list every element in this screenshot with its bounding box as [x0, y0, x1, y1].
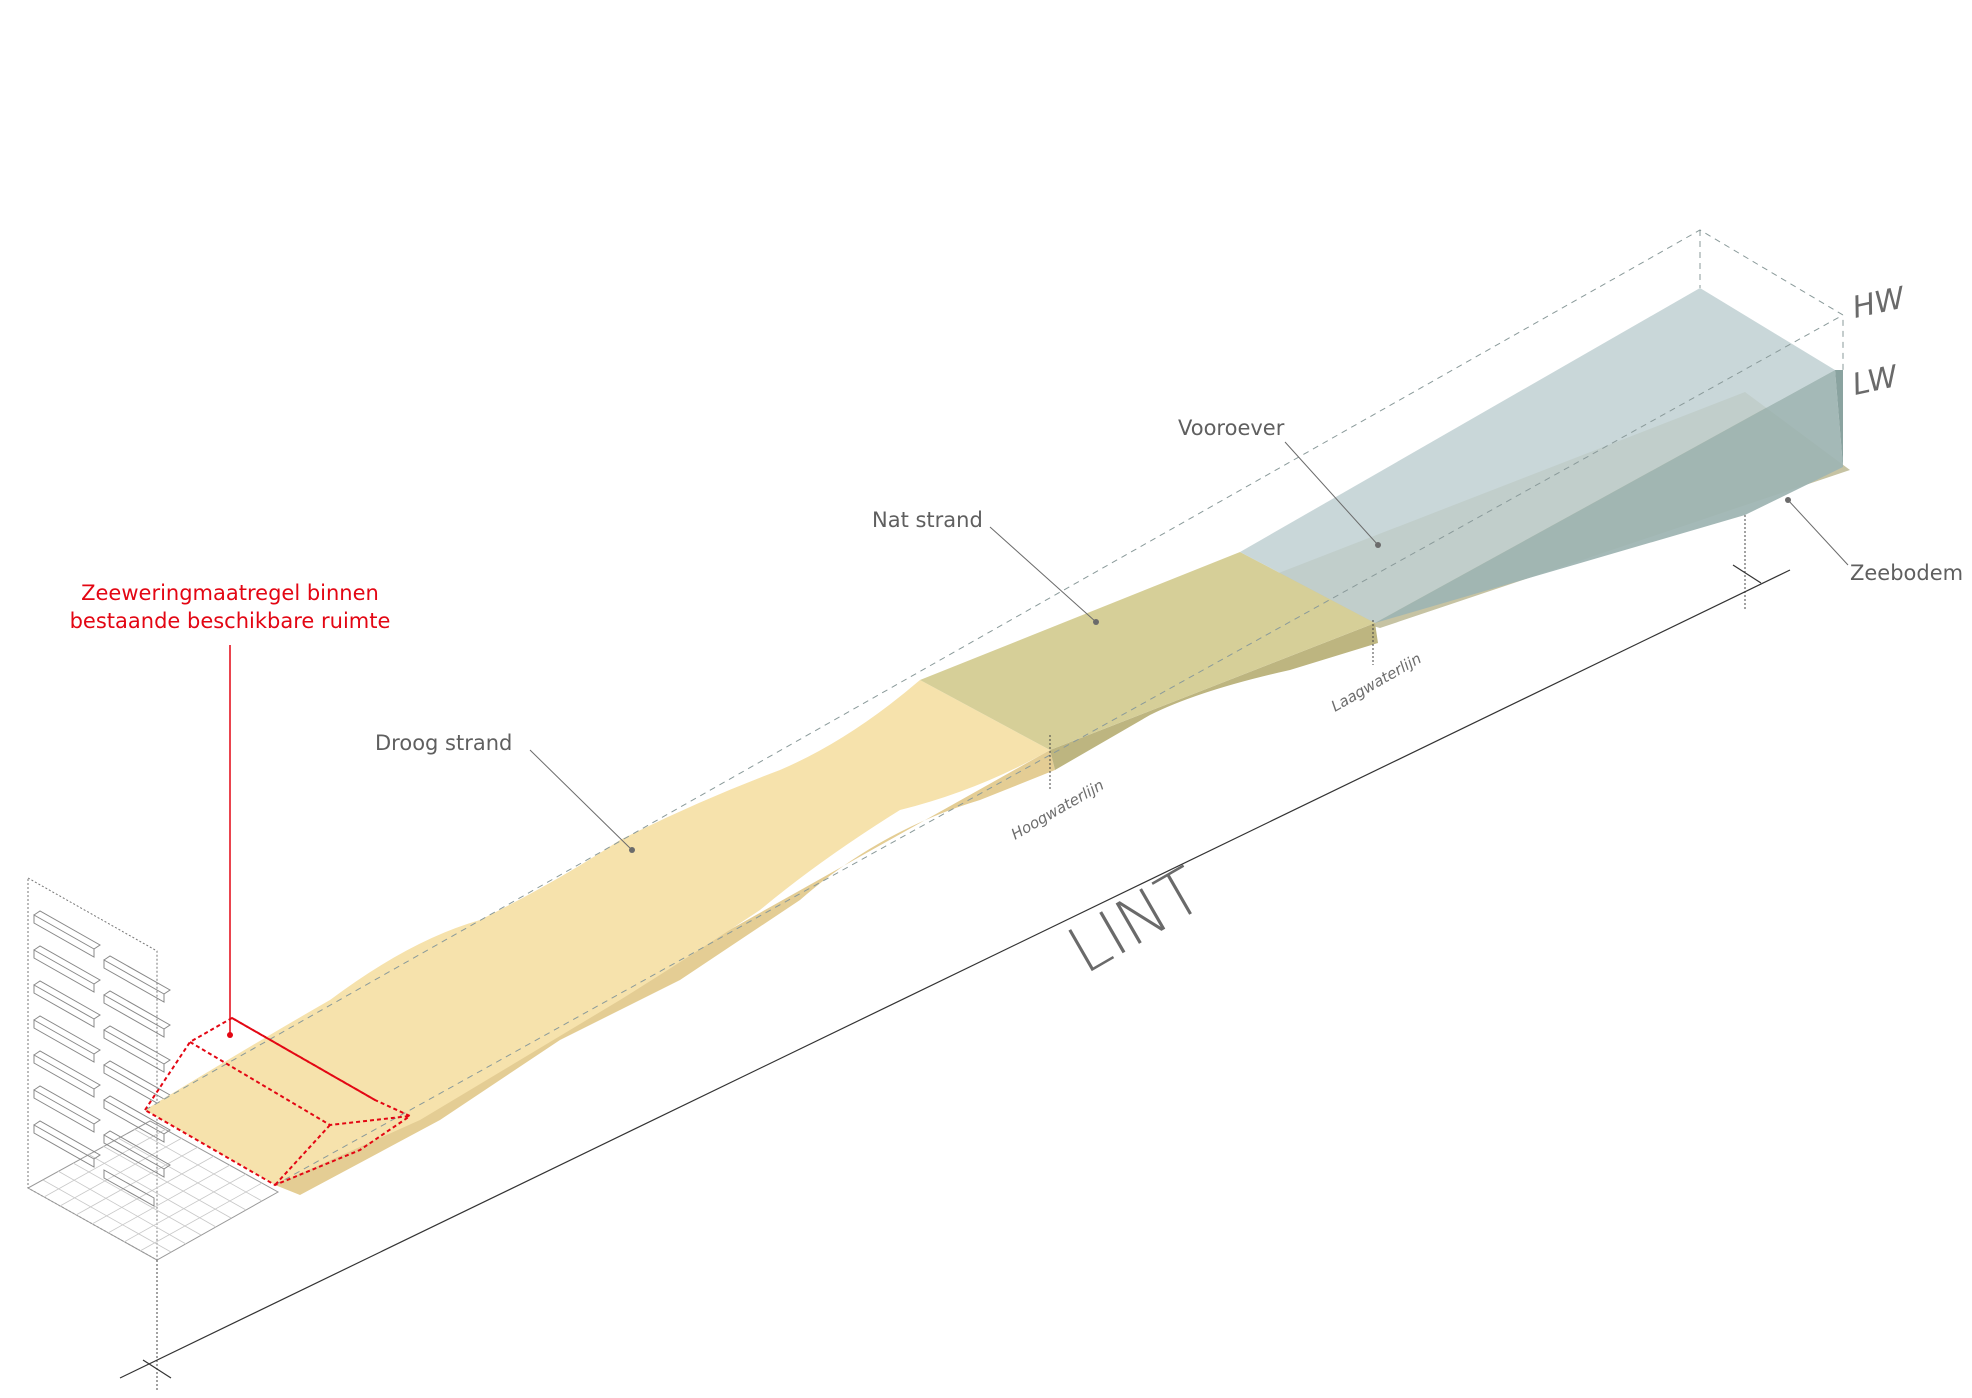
zeebodem-dot [1785, 497, 1791, 503]
lint-label: LINT [1056, 854, 1216, 989]
dry-beach-surface [145, 680, 1050, 1185]
nat-strand-label: Nat strand [872, 508, 983, 532]
lw-label: LW [1849, 359, 1902, 403]
zeebodem-leader [1787, 499, 1849, 566]
vooroever-dot [1375, 542, 1381, 548]
lint-baseline [119, 564, 1791, 1379]
zeebodem-label: Zeebodem [1850, 561, 1963, 585]
wet-beach-side [1050, 623, 1378, 770]
hw-label: HW [1849, 280, 1909, 325]
nat-strand-dot [1093, 619, 1099, 625]
wet-beach-surface [920, 552, 1375, 750]
measure-label-line2: bestaande beschikbare ruimte [70, 609, 391, 633]
droog-strand-label: Droog strand [375, 731, 512, 755]
water-top [1240, 288, 1835, 623]
water-side [1375, 370, 1843, 623]
measure-outline [143, 1016, 413, 1187]
building-outline [26, 877, 280, 1261]
droog-strand-leader [529, 749, 633, 851]
vooroever-label: Vooroever [1178, 416, 1285, 440]
hw-volume-outline [144, 229, 1844, 1186]
measure-leader-dot [227, 1032, 233, 1038]
reference-dotted-lines [156, 515, 1746, 1390]
nat-strand-leader [989, 526, 1097, 623]
measure-label-line1: Zeeweringmaatregel binnen [81, 581, 379, 605]
droog-strand-dot [629, 847, 635, 853]
hoogwaterlijn-label: Hoogwaterlijn [1008, 776, 1107, 844]
vooroever-leader [1284, 441, 1379, 546]
water-front [1835, 370, 1843, 467]
laagwaterlijn-label: Laagwaterlijn [1328, 649, 1424, 715]
